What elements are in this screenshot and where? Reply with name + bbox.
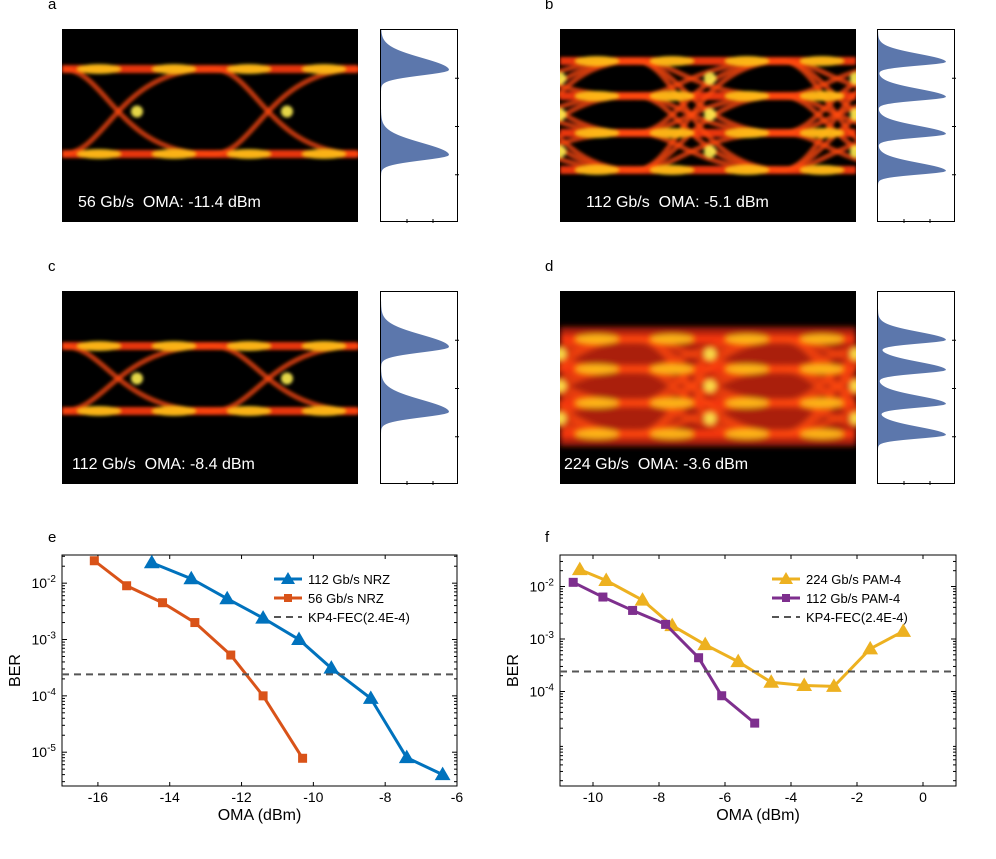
data-point-e-1 (158, 598, 168, 608)
data-point-f-0 (730, 653, 747, 668)
x-axis-label-e: OMA (dBm) (218, 807, 302, 824)
data-point-f-0 (895, 623, 912, 637)
data-point-f-1 (694, 653, 704, 663)
x-tick-label-f: -10 (583, 789, 603, 805)
data-point-f-1 (750, 718, 760, 728)
y-tick-label-e: 10-3 (32, 631, 57, 648)
data-point-f-0 (634, 592, 651, 606)
histogram-shape-b (878, 30, 946, 223)
legend-marker-f-0 (779, 572, 793, 584)
eye-traces-b (560, 56, 856, 175)
histogram-b (877, 29, 956, 223)
data-point-f-1 (717, 691, 727, 701)
x-tick-label-e: -12 (231, 789, 251, 805)
data-point-e-0 (323, 660, 340, 674)
panel-letter-d: d (545, 258, 554, 275)
eye-diagram-b: 112 Gb/s OMA: -5.1 dBm (560, 29, 856, 222)
data-point-f-1 (661, 619, 671, 629)
legend-label-e-0: 112 Gb/s NRZ (308, 572, 390, 587)
data-point-e-0 (255, 610, 271, 624)
data-point-e-1 (190, 618, 200, 628)
plot-frame-f (559, 554, 957, 787)
y-tick-label-e: 10-2 (32, 574, 57, 591)
x-tick-label-e: -6 (451, 789, 464, 805)
y-axis-label-f: BER (505, 654, 522, 687)
data-point-e-0 (291, 631, 307, 646)
panel-letter-c: c (48, 258, 56, 275)
eye-caption-a: 56 Gb/s OMA: -11.4 dBm (78, 194, 261, 211)
eye-traces-a (62, 64, 358, 159)
data-point-e-0 (143, 554, 160, 569)
data-point-e-1 (226, 650, 236, 660)
data-point-e-0 (434, 766, 451, 781)
data-point-e-0 (362, 690, 379, 704)
legend-label-e-2: KP4-FEC(2.4E-4) (308, 610, 410, 625)
panel-letter-b: b (545, 0, 554, 13)
eye-traces-c (62, 341, 358, 416)
data-point-f-0 (571, 561, 588, 576)
data-point-f-1 (598, 592, 608, 602)
x-tick-label-e: -14 (160, 789, 180, 805)
panel-letter-e: e (48, 529, 57, 546)
data-point-e-0 (219, 590, 236, 605)
eye-caption-c: 112 Gb/s OMA: -8.4 dBm (72, 456, 255, 473)
y-axis-label-e: BER (7, 654, 24, 687)
data-point-e-0 (398, 749, 415, 764)
legend-label-f-0: 224 Gb/s PAM-4 (806, 572, 901, 587)
eye-diagram-c: 112 Gb/s OMA: -8.4 dBm (62, 291, 358, 484)
histogram-a (380, 29, 459, 223)
data-point-e-1 (122, 581, 132, 591)
histogram-d (877, 291, 956, 485)
y-tick-label-e: 10-5 (32, 743, 57, 760)
panel-letter-f: f (545, 529, 550, 546)
data-point-f-1 (628, 605, 638, 615)
data-point-e-1 (258, 691, 268, 701)
eye-caption-b: 112 Gb/s OMA: -5.1 dBm (586, 194, 769, 211)
data-point-f-0 (763, 674, 780, 688)
y-tick-label-f: 10-4 (530, 683, 555, 700)
x-tick-label-f: 0 (919, 789, 927, 805)
data-point-e-0 (183, 570, 200, 585)
legend-marker-e-0 (281, 572, 295, 584)
data-point-f-0 (796, 677, 813, 692)
data-point-e-1 (89, 556, 99, 566)
y-tick-label-f: 10-2 (530, 578, 555, 595)
data-point-f-0 (697, 636, 714, 651)
histogram-c (380, 291, 459, 485)
histogram-shape-c (381, 292, 449, 485)
x-tick-label-e: -8 (379, 789, 392, 805)
y-tick-label-e: 10-4 (32, 687, 57, 704)
legend-marker-f-1 (782, 594, 790, 602)
legend-label-f-1: 112 Gb/s PAM-4 (806, 591, 900, 606)
eye-diagram-d: 224 Gb/s OMA: -3.6 dBm (560, 291, 856, 484)
legend-marker-e-1 (284, 594, 292, 602)
x-tick-label-e: -16 (88, 789, 108, 805)
data-point-f-0 (598, 572, 615, 587)
eye-traces-d (560, 327, 856, 446)
eye-diagram-a: 56 Gb/s OMA: -11.4 dBm (62, 29, 358, 222)
x-tick-label-f: -2 (851, 789, 864, 805)
data-point-f-0 (826, 678, 842, 692)
x-tick-label-f: -8 (653, 789, 666, 805)
x-axis-label-f: OMA (dBm) (716, 807, 800, 824)
x-tick-label-f: -4 (785, 789, 798, 805)
x-tick-label-e: -10 (303, 789, 323, 805)
histogram-shape-d (878, 292, 946, 485)
eye-caption-d: 224 Gb/s OMA: -3.6 dBm (564, 456, 749, 473)
legend-label-e-1: 56 Gb/s NRZ (308, 591, 384, 606)
panel-letter-a: a (48, 0, 57, 13)
data-point-f-0 (862, 640, 879, 655)
legend-label-f-2: KP4-FEC(2.4E-4) (806, 610, 908, 625)
histogram-shape-a (381, 30, 449, 223)
plot-frame-e (61, 554, 458, 787)
data-point-f-1 (568, 577, 578, 587)
x-tick-label-f: -6 (719, 789, 732, 805)
y-tick-label-f: 10-3 (530, 630, 555, 647)
data-point-e-1 (298, 753, 308, 763)
